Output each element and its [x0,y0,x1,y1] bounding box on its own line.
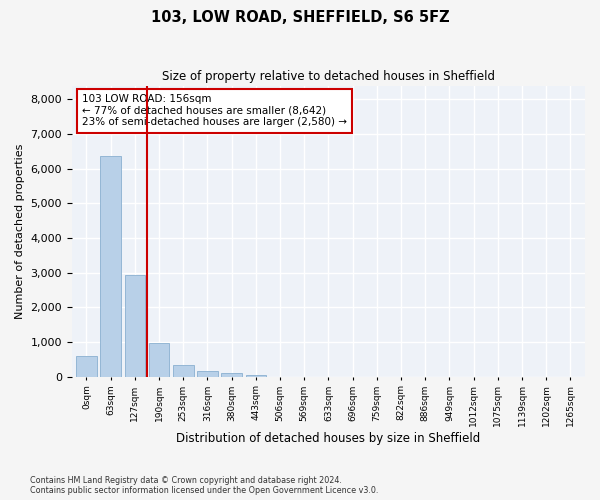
Bar [149,343,169,376]
Bar [76,356,97,376]
Bar [245,374,266,376]
Bar [197,372,218,376]
Title: Size of property relative to detached houses in Sheffield: Size of property relative to detached ho… [162,70,495,83]
Y-axis label: Number of detached properties: Number of detached properties [15,144,25,319]
Bar [173,364,194,376]
Text: 103 LOW ROAD: 156sqm
← 77% of detached houses are smaller (8,642)
23% of semi-de: 103 LOW ROAD: 156sqm ← 77% of detached h… [82,94,347,128]
Bar [100,156,121,376]
X-axis label: Distribution of detached houses by size in Sheffield: Distribution of detached houses by size … [176,432,481,445]
Text: 103, LOW ROAD, SHEFFIELD, S6 5FZ: 103, LOW ROAD, SHEFFIELD, S6 5FZ [151,10,449,25]
Bar [125,276,145,376]
Bar [221,374,242,376]
Text: Contains HM Land Registry data © Crown copyright and database right 2024.
Contai: Contains HM Land Registry data © Crown c… [30,476,379,495]
